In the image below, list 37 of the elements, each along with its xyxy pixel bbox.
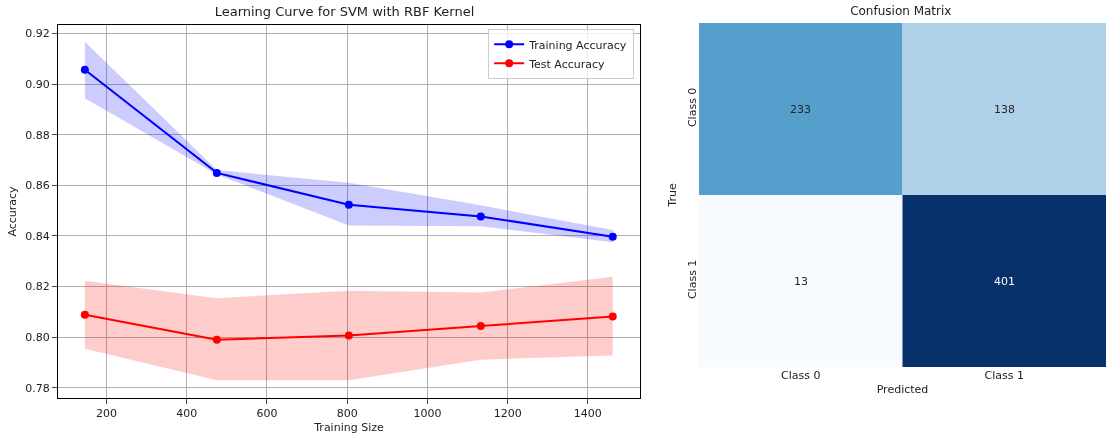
point [212,168,221,177]
x-tick-label: 1000 [413,407,442,421]
point [476,212,485,221]
x-axis-title: Training Size [313,421,384,435]
point [80,310,89,319]
point [344,331,353,340]
legend-label: Training Accuracy [528,38,627,52]
y-tick-label: 0.92 [25,27,50,41]
y-tick-label: 0.84 [25,229,50,243]
legend-label: Test Accuracy [528,57,606,71]
x-axis-title: Predicted [876,383,929,397]
point [344,200,353,209]
point [212,335,221,344]
data-label: 138 [994,103,1015,116]
x-tick-label: 1200 [493,407,522,421]
y-tick-label: 0.78 [25,381,50,395]
y-tick-label: 0.80 [25,331,50,345]
chart-title: Confusion Matrix [850,3,952,18]
data-label: 13 [794,275,808,288]
x-tick-label: 800 [336,407,358,421]
point [80,65,89,74]
x-tick-label: 400 [176,407,198,421]
x-tick-label: 1400 [573,407,602,421]
x-tick-label: 200 [96,407,118,421]
y-tick-label: 0.90 [25,77,50,91]
y-tick-label: 0.82 [25,280,50,294]
point [476,322,485,331]
x-tick-label: 600 [256,407,278,421]
data-label: 233 [790,103,811,116]
chart-title: Learning Curve for SVM with RBF Kernel [214,3,475,19]
y-tick-label: 0.86 [25,179,50,193]
y-tick-label: 0.88 [25,128,50,142]
point [608,232,617,241]
y-axis-title: Accuracy [5,185,19,237]
y-axis-title: True [666,183,680,208]
data-label: 401 [994,275,1015,288]
point [608,312,617,321]
